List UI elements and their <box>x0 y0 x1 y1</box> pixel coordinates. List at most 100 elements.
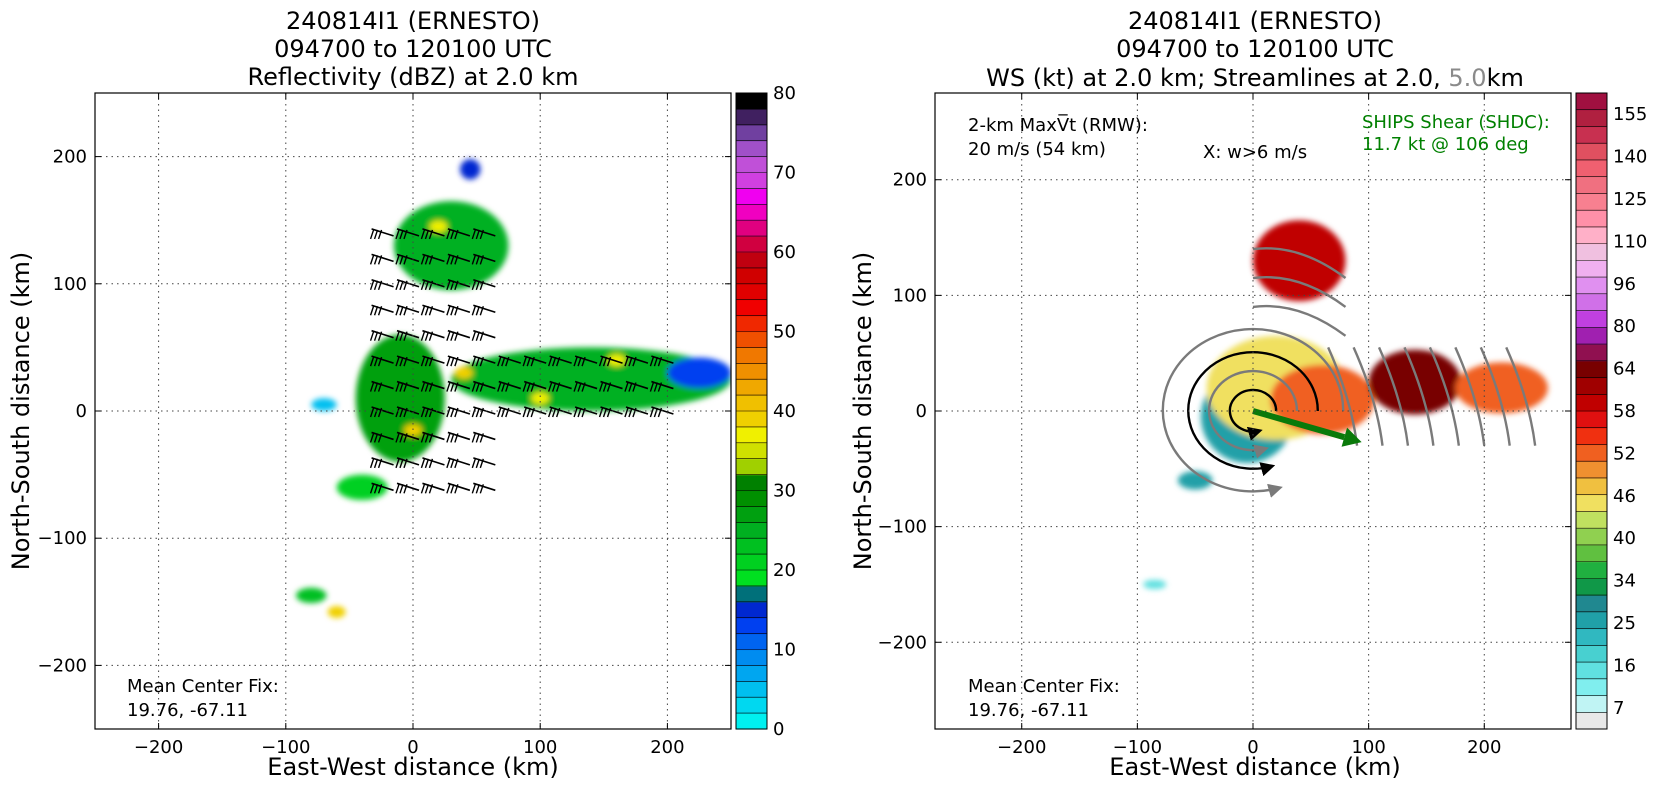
wind-barb-feather <box>479 458 484 469</box>
wind-barb-shaft <box>396 304 420 314</box>
colorbar-segment <box>1576 712 1607 730</box>
wind-barb-feather <box>450 229 455 240</box>
colorbar-segment <box>1576 293 1607 312</box>
wind-barb-shaft <box>422 406 445 415</box>
wind-speed-field <box>1143 220 1548 590</box>
wind-barb-feather <box>399 458 404 469</box>
colorbar-segment <box>736 331 767 348</box>
wind-barb-shaft <box>422 329 445 339</box>
colorbar-tick-label: 96 <box>1613 274 1636 295</box>
colorbar-segment <box>736 140 767 158</box>
field-region <box>451 347 731 412</box>
wind-barb-feather <box>446 331 451 341</box>
colorbar-segment <box>1576 277 1607 295</box>
wind-barb-feather <box>454 484 459 494</box>
wind-barb-feather <box>420 458 426 469</box>
wind-barb-feather <box>424 306 430 316</box>
wind-barb-feather <box>479 382 484 392</box>
wind-barb-feather <box>581 407 586 418</box>
reflectivity-colorbar <box>736 93 767 730</box>
wind-barb-feather <box>373 306 379 316</box>
wind-barb-feather <box>505 356 510 367</box>
y-tick-label: 100 <box>893 285 927 306</box>
wind-barb-feather <box>399 433 404 443</box>
wind-barb-feather <box>475 255 480 265</box>
colorbar-segment <box>736 363 767 380</box>
wind-barb-feather <box>628 356 633 367</box>
streamline <box>1479 346 1511 446</box>
wind-barb-feather <box>369 382 375 392</box>
wind-barb-feather <box>657 382 663 392</box>
wind-barb-feather <box>475 407 480 418</box>
wind-barb-feather <box>395 407 400 418</box>
colorbar-tick-label: 58 <box>1613 401 1636 422</box>
colorbar-segment <box>1576 544 1607 563</box>
wind-barb-feather <box>479 229 484 240</box>
field-blobs <box>1143 220 1548 590</box>
x-tick-label: −200 <box>997 737 1046 758</box>
colorbar-segment <box>1576 327 1607 345</box>
reflectivity-core <box>454 366 473 379</box>
wind-barb-feather <box>475 331 480 341</box>
left-x-ticks: −200 −100 0 100 200 <box>134 93 685 758</box>
right-center-fix-label: Mean Center Fix: <box>968 676 1120 697</box>
colorbar-segment <box>1576 494 1607 513</box>
colorbar-segment <box>1576 628 1607 646</box>
colorbar-segment <box>1576 444 1607 462</box>
wind-barb-feather <box>395 331 400 341</box>
colorbar-segment <box>736 426 767 444</box>
wind-barb-feather <box>471 382 476 392</box>
wind-barb-shaft <box>371 482 394 492</box>
wind-barb-feather <box>403 356 408 367</box>
wind-barb-feather <box>377 484 383 494</box>
wind-barb-feather <box>424 382 430 392</box>
wind-barb-feather <box>369 255 375 265</box>
wind-barb-feather <box>399 255 404 265</box>
streamlines <box>1161 247 1537 498</box>
wind-barb-feather <box>501 407 506 418</box>
wind-barb-feather <box>399 356 404 367</box>
left-title-line3: Reflectivity (dBZ) at 2.0 km <box>248 63 579 91</box>
wind-barb-shaft <box>396 329 420 339</box>
wind-barb-shaft <box>600 355 623 364</box>
wind-barb-feather <box>555 356 561 367</box>
streamline <box>1252 276 1347 308</box>
field-region <box>1270 364 1375 435</box>
wind-barb-feather <box>606 407 612 418</box>
wind-barb-feather <box>373 255 379 265</box>
wind-barb-feather <box>424 255 430 265</box>
wind-barb-feather <box>377 229 383 240</box>
colorbar-segment <box>1576 143 1607 161</box>
colorbar-segment <box>1576 260 1607 278</box>
wind-barb-feather <box>475 229 480 240</box>
wind-barb-feather <box>606 382 612 392</box>
wind-barb-shaft <box>600 380 623 390</box>
x-tick-label: 0 <box>407 737 418 758</box>
colorbar-segment <box>1576 561 1607 579</box>
ships-shear-label: SHIPS Shear (SHDC): <box>1362 112 1550 133</box>
wind-barb-feather <box>450 433 455 443</box>
wind-barb-shaft <box>625 355 649 364</box>
wind-barb-feather <box>573 407 578 418</box>
wind-barb-feather <box>547 382 553 392</box>
wind-barb-feather <box>547 356 553 367</box>
wind-barb-feather <box>598 407 604 418</box>
wind-barb-feather <box>373 331 379 341</box>
wind-barb-feather <box>399 331 404 341</box>
wind-barb-feather <box>475 382 480 392</box>
wind-barb-feather <box>446 407 451 418</box>
colorbar-tick-label: 155 <box>1613 104 1647 125</box>
left-title-line2: 094700 to 120100 UTC <box>274 35 552 63</box>
wind-barb-feather <box>573 356 578 367</box>
wind-barb-feather <box>373 458 379 469</box>
colorbar-segment <box>736 522 767 539</box>
colorbar-segment <box>736 585 767 603</box>
colorbar-segment <box>1576 193 1607 211</box>
wind-barb-feather <box>395 458 400 469</box>
wind-barb-feather <box>471 255 476 265</box>
wind-barb-feather <box>377 356 383 367</box>
reflectivity-core <box>404 424 422 437</box>
colorbar-segment <box>736 665 767 682</box>
wind-barb-feather <box>420 433 426 443</box>
wind-barb-feather <box>428 306 434 316</box>
